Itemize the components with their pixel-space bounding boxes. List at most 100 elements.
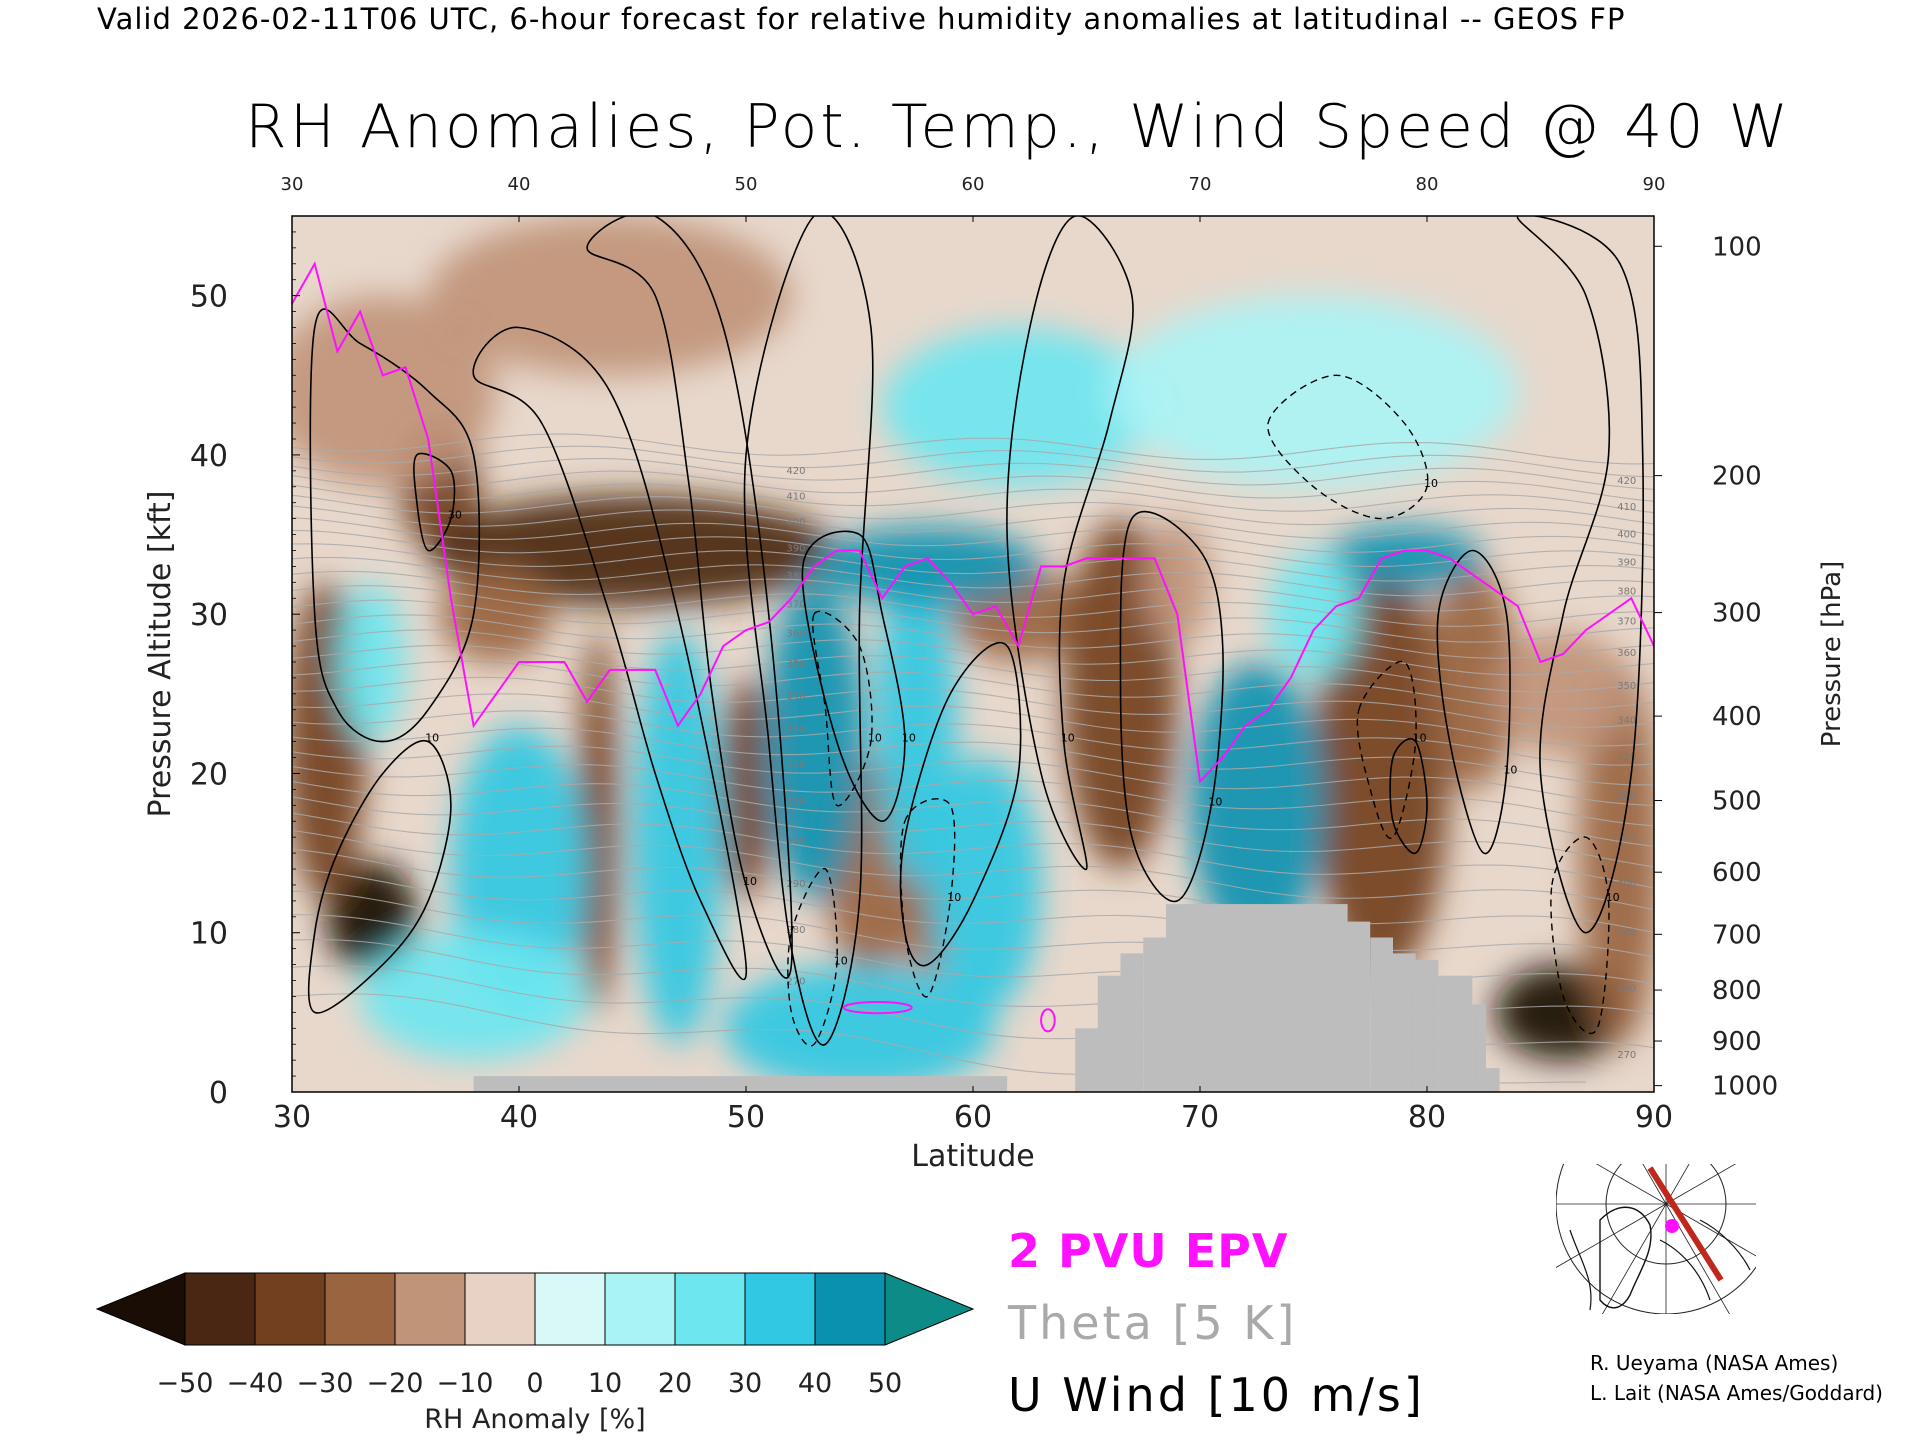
x-top-tick-label-1: 40 <box>508 174 531 195</box>
theta-isentrope-350 <box>292 644 1654 693</box>
map-meridian-150 <box>1556 1203 1667 1268</box>
y-tick-label-0: 0 <box>209 1076 228 1111</box>
u-wind-neg-contour-1 <box>812 610 873 807</box>
rh-blob-25 <box>814 526 1042 607</box>
theta-isentrope-340 <box>292 676 1654 728</box>
theta-isentrope-415 <box>292 470 1654 502</box>
theta-label-10: 320 <box>1617 791 1636 802</box>
theta-isentrope-265 <box>292 965 1586 1084</box>
theta-isentrope-400 <box>292 505 1654 539</box>
theta-isentrope-325 <box>292 727 1654 786</box>
u-wind-contour-12 <box>307 739 452 1014</box>
map-position-marker <box>1665 1219 1679 1233</box>
u-wind-neg-contour-3 <box>899 798 956 998</box>
rh-blob-22 <box>764 582 864 901</box>
colorbar-tick-5: 0 <box>526 1368 543 1399</box>
pressure-tick-label-9: 1000 <box>1712 1072 1778 1102</box>
map-meridian-240 <box>1642 1164 1667 1205</box>
colorbar-segment-6 <box>534 1272 606 1346</box>
colorbar-segment-5 <box>464 1272 536 1346</box>
x-axis-label: Latitude <box>911 1139 1034 1174</box>
theta-label-mid-10: 320 <box>786 760 805 771</box>
colorbar-segment-1 <box>184 1272 256 1346</box>
colorbar-tick-4: −10 <box>437 1368 494 1399</box>
rh-blob-13 <box>1427 566 1518 790</box>
x-tick-label-0: 30 <box>273 1100 311 1135</box>
colorbar-tick-1: −40 <box>227 1368 284 1399</box>
x-tick-label-4: 70 <box>1181 1100 1219 1135</box>
terrain-column-6 <box>1347 921 1371 1092</box>
terrain-column-2 <box>1097 975 1121 1092</box>
theta-isentrope-395 <box>292 517 1654 553</box>
theta-isentrope-330 <box>292 710 1654 766</box>
u-wind-neg-label-0: 10 <box>1424 477 1438 490</box>
theta-isentrope-405 <box>292 494 1654 526</box>
rh-blob-19 <box>337 582 406 742</box>
theta-label-mid-15: 270 <box>786 977 805 988</box>
pressure-tick-label-3: 400 <box>1712 702 1762 732</box>
y-tick-label-2: 20 <box>190 757 228 792</box>
rh-blob-0 <box>326 861 417 973</box>
credit-ueyama: R. Ueyama (NASA Ames) <box>1590 1351 1839 1375</box>
rh-blob-16 <box>1495 630 1632 758</box>
colorbar-high-arrow <box>884 1272 975 1346</box>
rh-blob-4 <box>578 630 619 1013</box>
rh-blob-30 <box>1268 550 1359 678</box>
theta-label-mid-12: 300 <box>786 836 805 847</box>
map-transect-track <box>1647 1166 1724 1282</box>
u-wind-neg-label-4: 10 <box>834 955 848 968</box>
u-wind-contour-0 <box>309 308 481 743</box>
theta-label-6: 360 <box>1617 648 1636 659</box>
theta-label-2: 400 <box>1617 529 1636 540</box>
theta-label-12: 300 <box>1617 878 1636 889</box>
u-wind-contour-2 <box>472 326 748 981</box>
theta-label-mid-4: 380 <box>786 571 805 582</box>
colorbar-tick-9: 40 <box>798 1368 832 1399</box>
theta-label-mid-8: 340 <box>786 691 805 702</box>
u-wind-contour-7 <box>1119 510 1224 903</box>
u-wind-neg-contour-5 <box>1550 836 1610 1035</box>
u-wind-contour-5 <box>801 530 906 823</box>
u-wind-label-3: 10 <box>743 875 757 888</box>
inset-map <box>1556 1164 1756 1314</box>
rh-blob-11 <box>1143 518 1212 646</box>
terrain-column-10 <box>1438 975 1473 1092</box>
theta-isentrope-425 <box>292 445 1654 478</box>
colorbar-tick-0: −50 <box>157 1368 214 1399</box>
u-wind-neg-label-3: 10 <box>947 891 961 904</box>
x-top-tick-label-2: 50 <box>735 174 758 195</box>
x-tick-label-5: 80 <box>1408 1100 1446 1135</box>
terrain-column-4 <box>1143 937 1166 1092</box>
x-top-tick-label-3: 60 <box>962 174 985 195</box>
theta-label-mid-13: 290 <box>786 879 805 890</box>
rh-blob-18 <box>428 216 792 376</box>
colorbar-segment-7 <box>604 1272 676 1346</box>
colorbar-segment-10 <box>814 1272 886 1346</box>
pressure-axis-label: Pressure [hPa] <box>1817 561 1847 748</box>
y-tick-label-1: 10 <box>190 917 228 952</box>
theta-isentrope-285 <box>292 868 1654 958</box>
legend-epv: 2 PVU EPV <box>1008 1224 1289 1278</box>
rh-blob-21 <box>632 630 724 1045</box>
theta-isentrope-365 <box>292 599 1654 643</box>
colorbar-segment-2 <box>254 1272 326 1346</box>
map-meridian-120 <box>1602 1203 1667 1314</box>
u-wind-contour-11 <box>899 642 1022 967</box>
colorbar-label: RH Anomaly [%] <box>424 1404 645 1435</box>
axes: Latitude Pressure Altitude [kft] Pressur… <box>143 174 1847 1174</box>
epv-loop-1 <box>1040 1008 1056 1033</box>
theta-label-mid-9: 330 <box>786 724 805 735</box>
theta-label-8: 340 <box>1617 715 1636 726</box>
pressure-tick-label-7: 800 <box>1712 976 1762 1006</box>
theta-isentrope-335 <box>292 693 1654 747</box>
y-tick-label-4: 40 <box>190 439 228 474</box>
colorbar-tick-8: 30 <box>728 1368 762 1399</box>
u-wind-neg-label-5: 10 <box>1606 891 1620 904</box>
theta-isentrope-390 <box>292 529 1654 568</box>
plot-area: 420 410 400 390 380 370 360 350 340 330 320 310 300 2… <box>292 216 1654 1092</box>
legend-theta: Theta [5 K] <box>1008 1296 1298 1350</box>
theta-isentrope-430 <box>292 433 1654 465</box>
epv-loop-0 <box>842 1001 913 1015</box>
pressure-tick-label-5: 600 <box>1712 858 1762 888</box>
